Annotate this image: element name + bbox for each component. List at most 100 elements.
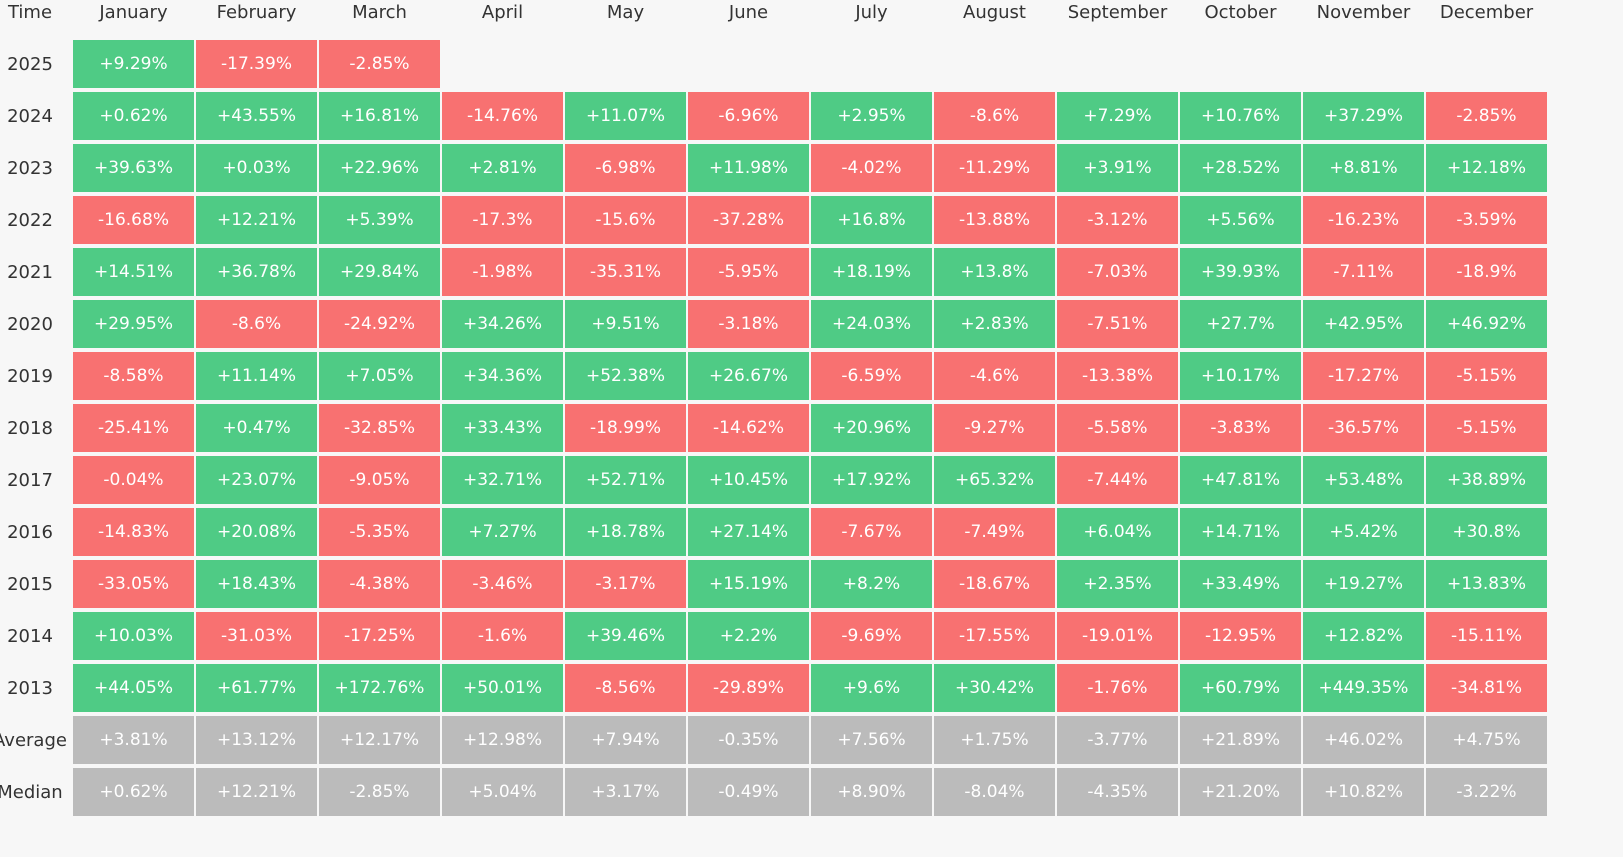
- column-header: July: [855, 1, 888, 23]
- return-cell: -5.35%: [319, 508, 440, 556]
- return-cell: +5.42%: [1303, 508, 1424, 556]
- return-cell: +0.03%: [196, 144, 317, 192]
- return-cell: +11.14%: [196, 352, 317, 400]
- return-cell: +52.38%: [565, 352, 686, 400]
- return-cell: +6.04%: [1057, 508, 1178, 556]
- return-cell: +23.07%: [196, 456, 317, 504]
- return-cell: +27.7%: [1180, 300, 1301, 348]
- return-cell: -3.18%: [688, 300, 809, 348]
- column-header: September: [1067, 1, 1168, 23]
- return-cell: +0.47%: [196, 404, 317, 452]
- return-cell: -7.44%: [1057, 456, 1178, 504]
- return-cell: +8.2%: [811, 560, 932, 608]
- return-cell: +9.6%: [811, 664, 932, 712]
- return-cell: +11.98%: [688, 144, 809, 192]
- column-header: August: [963, 1, 1026, 23]
- return-cell: +5.56%: [1180, 196, 1301, 244]
- return-cell: -9.05%: [319, 456, 440, 504]
- return-cell: -5.58%: [1057, 404, 1178, 452]
- row-label: 2022: [7, 209, 53, 231]
- return-cell: -14.83%: [73, 508, 194, 556]
- return-cell: +33.49%: [1180, 560, 1301, 608]
- return-cell: +16.8%: [811, 196, 932, 244]
- return-cell: +12.21%: [196, 768, 317, 816]
- return-cell: -36.57%: [1303, 404, 1424, 452]
- return-cell: -7.03%: [1057, 248, 1178, 296]
- column-header: May: [606, 1, 645, 23]
- return-cell: -8.6%: [934, 92, 1055, 140]
- return-cell: -25.41%: [73, 404, 194, 452]
- column-header: March: [352, 1, 407, 23]
- return-cell: +1.75%: [934, 716, 1055, 764]
- row-label: 2013: [7, 677, 53, 699]
- column-header: October: [1204, 1, 1277, 23]
- return-cell: -18.9%: [1426, 248, 1547, 296]
- return-cell: +10.45%: [688, 456, 809, 504]
- row-label: 2014: [7, 625, 53, 647]
- return-cell: +8.90%: [811, 768, 932, 816]
- return-cell: -4.38%: [319, 560, 440, 608]
- return-cell: +52.71%: [565, 456, 686, 504]
- return-cell: -8.04%: [934, 768, 1055, 816]
- return-cell: +0.62%: [73, 92, 194, 140]
- return-cell: -18.99%: [565, 404, 686, 452]
- return-cell: -5.95%: [688, 248, 809, 296]
- return-cell: -19.01%: [1057, 612, 1178, 660]
- return-cell: +10.03%: [73, 612, 194, 660]
- return-cell: -24.92%: [319, 300, 440, 348]
- return-cell: +10.76%: [1180, 92, 1301, 140]
- row-label: 2018: [7, 417, 53, 439]
- return-cell: -37.28%: [688, 196, 809, 244]
- return-cell: +34.36%: [442, 352, 563, 400]
- return-cell: +20.08%: [196, 508, 317, 556]
- return-cell: +12.98%: [442, 716, 563, 764]
- return-cell: -3.46%: [442, 560, 563, 608]
- return-cell: +32.71%: [442, 456, 563, 504]
- return-cell: +5.04%: [442, 768, 563, 816]
- return-cell: +9.51%: [565, 300, 686, 348]
- return-cell: -1.6%: [442, 612, 563, 660]
- return-cell: +18.78%: [565, 508, 686, 556]
- return-cell: -7.51%: [1057, 300, 1178, 348]
- return-cell: -3.17%: [565, 560, 686, 608]
- return-cell: +39.63%: [73, 144, 194, 192]
- return-cell: -8.58%: [73, 352, 194, 400]
- return-cell: -2.85%: [1426, 92, 1547, 140]
- return-cell: +9.29%: [73, 40, 194, 88]
- return-cell: +3.91%: [1057, 144, 1178, 192]
- return-cell: -5.15%: [1426, 352, 1547, 400]
- return-cell: +39.93%: [1180, 248, 1301, 296]
- row-label: 2016: [7, 521, 53, 543]
- row-label: 2019: [7, 365, 53, 387]
- return-cell: -0.04%: [73, 456, 194, 504]
- return-cell: +42.95%: [1303, 300, 1424, 348]
- return-cell: -14.76%: [442, 92, 563, 140]
- return-cell: +36.78%: [196, 248, 317, 296]
- return-cell: +43.55%: [196, 92, 317, 140]
- return-cell: +21.20%: [1180, 768, 1301, 816]
- return-cell: -7.49%: [934, 508, 1055, 556]
- return-cell: +10.82%: [1303, 768, 1424, 816]
- return-cell: -14.62%: [688, 404, 809, 452]
- return-cell: +12.17%: [319, 716, 440, 764]
- return-cell: -4.02%: [811, 144, 932, 192]
- return-cell: +12.18%: [1426, 144, 1547, 192]
- return-cell: -16.68%: [73, 196, 194, 244]
- row-label: 2025: [7, 53, 53, 75]
- return-cell: +2.35%: [1057, 560, 1178, 608]
- return-cell: +16.81%: [319, 92, 440, 140]
- return-cell: +50.01%: [442, 664, 563, 712]
- return-cell: +15.19%: [688, 560, 809, 608]
- return-cell: -5.15%: [1426, 404, 1547, 452]
- return-cell: -6.96%: [688, 92, 809, 140]
- return-cell: +7.29%: [1057, 92, 1178, 140]
- return-cell: +7.94%: [565, 716, 686, 764]
- return-cell: -15.6%: [565, 196, 686, 244]
- return-cell: -12.95%: [1180, 612, 1301, 660]
- return-cell: -11.29%: [934, 144, 1055, 192]
- return-cell: -13.38%: [1057, 352, 1178, 400]
- row-label: 2017: [7, 469, 53, 491]
- return-cell: +53.48%: [1303, 456, 1424, 504]
- column-header: February: [216, 1, 297, 23]
